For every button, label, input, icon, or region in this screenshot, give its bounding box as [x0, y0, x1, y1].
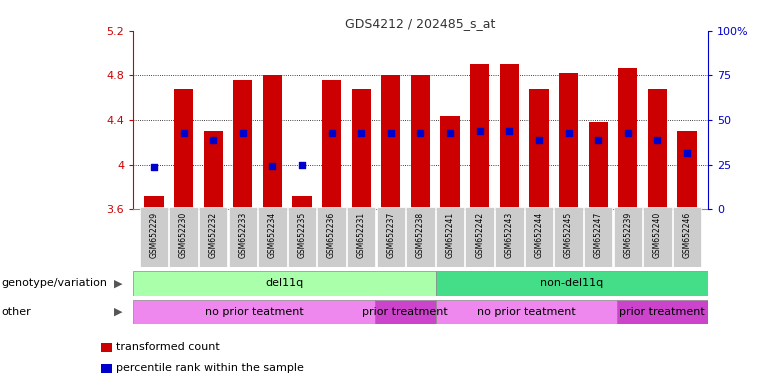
Point: [562, 130, 575, 136]
Text: GSM652247: GSM652247: [594, 212, 603, 258]
Bar: [347, 207, 375, 267]
Text: GSM652238: GSM652238: [416, 212, 425, 258]
Bar: [228, 207, 257, 267]
Bar: [554, 207, 583, 267]
Point: [414, 130, 426, 136]
Bar: [613, 207, 642, 267]
Point: [473, 128, 486, 134]
Title: GDS4212 / 202485_s_at: GDS4212 / 202485_s_at: [345, 17, 495, 30]
Bar: [618, 68, 638, 209]
Bar: [140, 207, 168, 267]
Bar: [377, 207, 405, 267]
Text: other: other: [2, 307, 31, 317]
Bar: [648, 89, 667, 209]
Bar: [145, 196, 164, 209]
Bar: [441, 116, 460, 209]
Text: GSM652230: GSM652230: [179, 212, 188, 258]
Point: [503, 128, 515, 134]
Bar: [169, 207, 198, 267]
Point: [266, 163, 279, 169]
Text: genotype/variation: genotype/variation: [2, 278, 107, 288]
Bar: [495, 207, 524, 267]
Bar: [673, 207, 701, 267]
Bar: [677, 131, 696, 209]
Bar: [466, 207, 494, 267]
Text: GSM652244: GSM652244: [534, 212, 543, 258]
Bar: [174, 89, 193, 209]
Bar: [133, 300, 375, 324]
Text: ▶: ▶: [113, 307, 123, 317]
Bar: [406, 207, 435, 267]
Text: prior treatment: prior treatment: [362, 307, 448, 317]
Bar: [100, 343, 113, 352]
Point: [326, 130, 338, 136]
Bar: [470, 64, 489, 209]
Point: [207, 137, 219, 143]
Bar: [352, 89, 371, 209]
Text: GSM652237: GSM652237: [387, 212, 395, 258]
Text: GSM652245: GSM652245: [564, 212, 573, 258]
Point: [237, 130, 249, 136]
Bar: [530, 89, 549, 209]
Text: GSM652246: GSM652246: [683, 212, 692, 258]
Point: [177, 130, 189, 136]
Point: [355, 130, 368, 136]
Text: GSM652233: GSM652233: [238, 212, 247, 258]
Text: GSM652236: GSM652236: [327, 212, 336, 258]
Text: GSM652243: GSM652243: [505, 212, 514, 258]
Point: [592, 137, 604, 143]
Point: [622, 130, 634, 136]
Point: [651, 137, 664, 143]
Bar: [617, 300, 708, 324]
Point: [385, 130, 397, 136]
Text: non-del11q: non-del11q: [540, 278, 603, 288]
Bar: [322, 80, 341, 209]
Bar: [203, 131, 223, 209]
Bar: [643, 207, 672, 267]
Point: [296, 162, 308, 168]
Bar: [233, 80, 253, 209]
Bar: [584, 207, 613, 267]
Bar: [199, 207, 228, 267]
Text: del11q: del11q: [266, 278, 304, 288]
Bar: [500, 64, 519, 209]
Text: GSM652239: GSM652239: [623, 212, 632, 258]
Bar: [559, 73, 578, 209]
Text: no prior teatment: no prior teatment: [205, 307, 304, 317]
Text: GSM652242: GSM652242: [475, 212, 484, 258]
Bar: [292, 196, 311, 209]
Bar: [435, 300, 617, 324]
Text: prior treatment: prior treatment: [619, 307, 705, 317]
Point: [533, 137, 545, 143]
Text: GSM652232: GSM652232: [209, 212, 218, 258]
Point: [148, 164, 160, 170]
Text: GSM652229: GSM652229: [149, 212, 158, 258]
Bar: [375, 300, 435, 324]
Text: percentile rank within the sample: percentile rank within the sample: [116, 363, 304, 373]
Bar: [263, 75, 282, 209]
Text: GSM652234: GSM652234: [268, 212, 277, 258]
Bar: [317, 207, 345, 267]
Text: GSM652235: GSM652235: [298, 212, 307, 258]
Bar: [436, 207, 464, 267]
Text: GSM652241: GSM652241: [446, 212, 454, 258]
Point: [681, 151, 693, 157]
Bar: [588, 122, 608, 209]
Text: ▶: ▶: [113, 278, 123, 288]
Text: transformed count: transformed count: [116, 342, 220, 352]
Bar: [381, 75, 400, 209]
Point: [444, 130, 456, 136]
Bar: [524, 207, 553, 267]
Bar: [435, 271, 708, 296]
Bar: [133, 271, 435, 296]
Bar: [100, 364, 113, 373]
Text: no prior teatment: no prior teatment: [477, 307, 575, 317]
Text: GSM652231: GSM652231: [357, 212, 366, 258]
Bar: [411, 75, 430, 209]
Bar: [258, 207, 287, 267]
Text: GSM652240: GSM652240: [653, 212, 662, 258]
Bar: [288, 207, 317, 267]
